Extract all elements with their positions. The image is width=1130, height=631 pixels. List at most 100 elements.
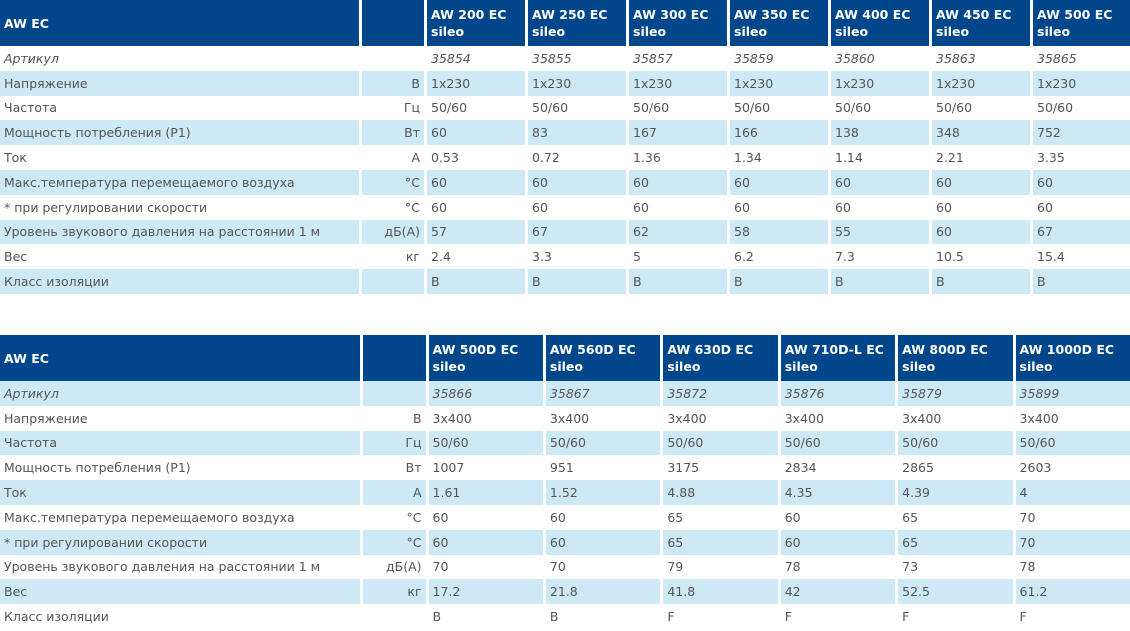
- value-cell: 1x230: [629, 70, 727, 96]
- value-cell: 78: [784, 559, 801, 575]
- value-cell: 3.35: [1037, 150, 1065, 166]
- model-name: AW 450 EC: [936, 7, 1012, 22]
- value-cell: 1x230: [730, 70, 828, 96]
- table-row: Мощность потребления (P1) Вт 60 83 167 166 138…: [0, 120, 1130, 146]
- model-name: AW 500D EC: [432, 342, 519, 357]
- row-label: Вес: [0, 579, 361, 605]
- unit-header: [362, 0, 424, 46]
- model-series: sileo: [734, 24, 768, 39]
- value-cell: 4: [1015, 480, 1130, 505]
- value-cell: 1007: [432, 460, 465, 476]
- value-cell: 50/60: [431, 100, 468, 116]
- value-cell: 57: [427, 219, 525, 245]
- value-cell: 60: [1037, 199, 1053, 215]
- value-cell: 73: [902, 559, 919, 575]
- model-name: AW 200 EC: [431, 7, 507, 22]
- model-name: AW 800D EC: [902, 342, 988, 357]
- table-row: Ток А 1.61 1.52 4.88 4.35 4.39 4: [0, 480, 1130, 505]
- value-cell: 35859: [734, 50, 774, 66]
- value-cell: 17.2: [428, 579, 543, 605]
- model-name: AW 400 EC: [835, 7, 911, 22]
- value-cell: 52.5: [898, 579, 1013, 605]
- table-title: AW EC: [0, 335, 361, 381]
- value-cell: 0.53: [431, 150, 459, 166]
- model-name: AW 710D-L EC: [784, 342, 884, 357]
- table-row: Артикул 35866 35867 35872 35876 35879 35899: [0, 381, 1130, 406]
- unit-header: [363, 335, 426, 381]
- table-row: Напряжение В 1x230 1x230 1x230 1x230 1x230 1x23…: [0, 70, 1130, 96]
- value-cell: 67: [1033, 219, 1130, 245]
- value-cell: 50/60: [428, 430, 543, 456]
- row-unit: кг: [363, 579, 426, 605]
- value-cell: 60: [427, 169, 525, 195]
- table-row: Частота Гц 50/60 50/60 50/60 50/60 50/60 50/60 5…: [0, 96, 1130, 121]
- row-label: Напряжение: [4, 410, 88, 426]
- model-header: AW 350 EC sileo: [730, 0, 828, 46]
- value-cell: F: [1019, 609, 1027, 625]
- value-cell: 55: [831, 219, 929, 245]
- row-label: Макс.температура перемещаемого воздуха: [0, 169, 359, 195]
- value-cell: B: [549, 609, 559, 625]
- value-cell: 3x400: [902, 410, 942, 426]
- model-series: sileo: [902, 359, 936, 374]
- value-cell: 3x400: [549, 410, 590, 426]
- row-label: Мощность потребления (P1): [0, 120, 359, 146]
- value-cell: 1.52: [545, 480, 661, 505]
- row-label: Макс.температура перемещаемого воздуха: [4, 509, 295, 525]
- value-cell: 60: [784, 509, 801, 525]
- value-cell: B: [528, 269, 626, 294]
- model-name: AW 500 EC: [1037, 7, 1113, 22]
- row-unit: Гц: [363, 430, 426, 456]
- model-series: sileo: [532, 24, 566, 39]
- row-unit: [363, 381, 426, 406]
- value-cell: 138: [831, 120, 929, 146]
- value-cell: 50/60: [780, 430, 896, 456]
- value-cell: 1x230: [528, 70, 626, 96]
- model-series: sileo: [936, 24, 970, 39]
- value-cell: 60: [427, 120, 525, 146]
- value-cell: F: [667, 609, 675, 625]
- table-row: Макс.температура перемещаемого воздуха °C…: [0, 505, 1130, 530]
- table-row: Уровень звукового давления на расстоянии…: [0, 219, 1130, 245]
- value-cell: 70: [1019, 509, 1036, 525]
- table-title: AW EC: [0, 0, 359, 46]
- row-unit: [362, 46, 424, 71]
- value-cell: 60: [936, 199, 952, 215]
- value-cell: 60: [780, 529, 896, 555]
- value-cell: 1.34: [734, 150, 762, 166]
- value-cell: 2.4: [431, 249, 451, 265]
- value-cell: 15.4: [1037, 249, 1065, 265]
- value-cell: 3175: [667, 460, 700, 476]
- model-series: sileo: [784, 359, 818, 374]
- value-cell: 60: [545, 529, 661, 555]
- value-cell: 60: [428, 529, 543, 555]
- model-name: AW 250 EC: [532, 7, 608, 22]
- value-cell: 4.39: [898, 480, 1013, 505]
- model-header: AW 200 EC sileo: [427, 0, 525, 46]
- row-unit: [362, 269, 424, 294]
- value-cell: 60: [932, 169, 1030, 195]
- row-label: Артикул: [0, 381, 361, 406]
- value-cell: 35865: [1037, 50, 1077, 66]
- model-series: sileo: [835, 24, 869, 39]
- model-name: AW 350 EC: [734, 7, 810, 22]
- model-header: AW 400 EC sileo: [831, 0, 929, 46]
- row-unit: Вт: [362, 120, 424, 146]
- value-cell: 60: [835, 199, 851, 215]
- row-label: Класс изоляции: [4, 609, 109, 625]
- row-unit: °C: [362, 169, 424, 195]
- value-cell: 60: [633, 199, 649, 215]
- model-header: AW 500 EC sileo: [1033, 0, 1130, 46]
- value-cell: 70: [549, 559, 566, 575]
- model-name: AW 560D EC: [549, 342, 636, 357]
- row-label: * при регулировании скорости: [4, 199, 208, 215]
- value-cell: 61.2: [1015, 579, 1130, 605]
- value-cell: 35860: [835, 50, 875, 66]
- value-cell: 752: [1033, 120, 1130, 146]
- value-cell: B: [1033, 269, 1130, 294]
- value-cell: 7.3: [835, 249, 855, 265]
- model-header: AW 250 EC sileo: [528, 0, 626, 46]
- value-cell: 3x400: [432, 410, 472, 426]
- value-cell: 2603: [1019, 460, 1052, 476]
- value-cell: F: [784, 609, 792, 625]
